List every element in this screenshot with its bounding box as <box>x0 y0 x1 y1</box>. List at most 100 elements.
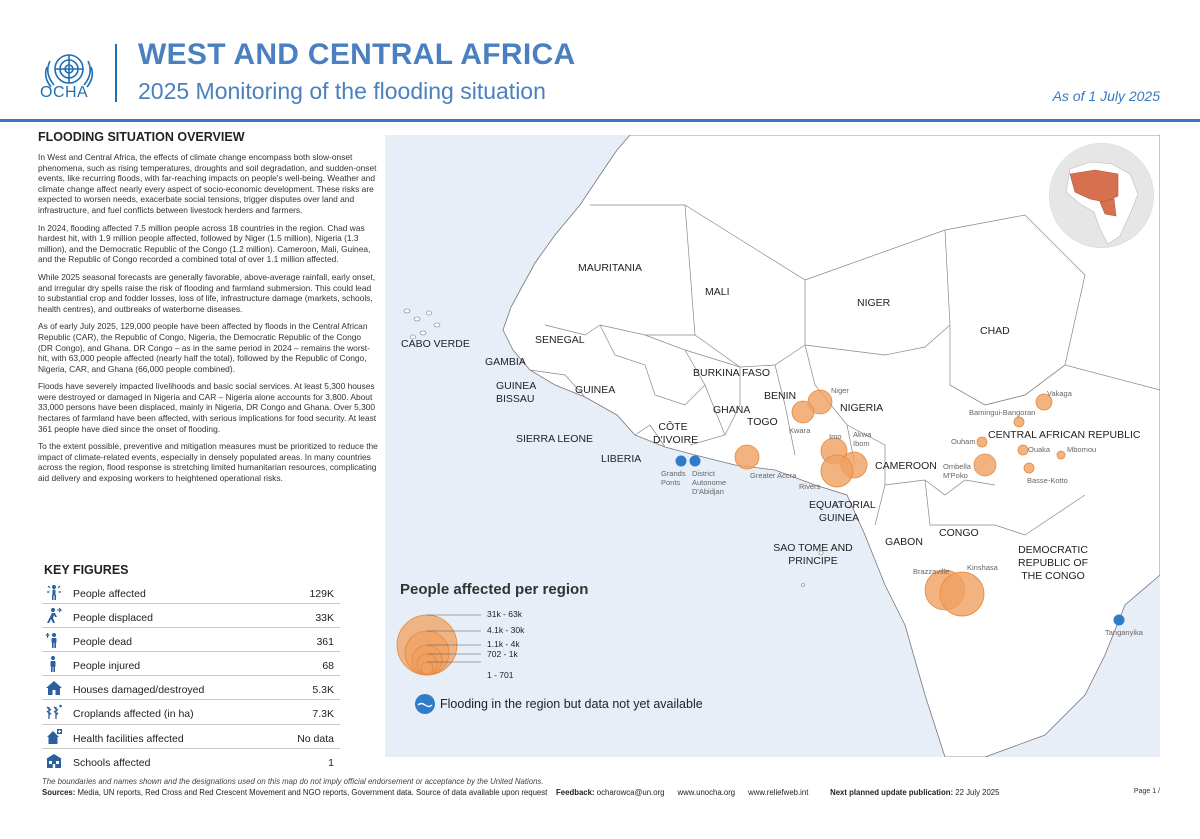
flood-bubble-ouaka <box>1017 444 1029 456</box>
key-figures-list: People affected 129K People displaced 33… <box>42 580 340 773</box>
flood-bubble-rivers <box>820 454 854 488</box>
place-label: Niger <box>831 386 849 395</box>
key-figure-row: Houses damaged/destroyed 5.3K <box>42 676 340 701</box>
key-figure-label: Houses damaged/destroyed <box>73 684 205 697</box>
country-label: BURKINA FASO <box>693 367 771 379</box>
legend-class-label: 1.1k - 4k <box>487 639 520 649</box>
key-figure-label: People affected <box>73 588 146 600</box>
key-figure-row: People dead 361 <box>42 628 340 653</box>
key-figure-row: Health facilities affected No data <box>42 725 340 749</box>
country-label: NIGERIA <box>840 402 884 414</box>
border <box>774 364 796 456</box>
legend-class-label: 31k - 63k <box>487 609 522 619</box>
country-label: CAMEROON <box>875 460 937 472</box>
border <box>846 424 886 526</box>
overview-paragraph: Floods have severely impacted livelihood… <box>38 381 377 434</box>
place-label: Basse-Kotto <box>1027 476 1068 485</box>
health-facility-icon <box>47 728 62 744</box>
overview-paragraph: As of early July 2025, 129,000 people ha… <box>38 321 370 374</box>
flood-bubble-greater-accra <box>734 444 760 470</box>
overview-section: FLOODING SITUATION OVERVIEW In West and … <box>38 128 378 491</box>
no-data-marker <box>1113 614 1125 626</box>
island <box>426 310 432 316</box>
page-title: WEST AND CENTRAL AFRICA <box>138 38 576 71</box>
unocha-link[interactable]: www.unocha.org <box>677 788 736 797</box>
border <box>949 364 1160 406</box>
feedback-label: Feedback: <box>556 788 595 797</box>
country-label: SIERRA LEONE <box>516 433 594 445</box>
overview-paragraph: In 2024, flooding affected 7.5 million p… <box>38 222 371 265</box>
country-label: NIGER <box>857 297 891 309</box>
place-label: Bamingui-Bangoran <box>969 408 1036 417</box>
key-figure-value: 7.3K <box>312 708 334 721</box>
no-data-legend-icon <box>415 694 435 714</box>
border <box>689 367 741 446</box>
overview-paragraph: To the extent possible, preventive and m… <box>38 441 378 484</box>
no-data-marker <box>689 455 701 467</box>
flood-map: MAURITANIA MALI NIGER CHAD CABO VERDE SE… <box>385 135 1160 757</box>
country-label: GHANA <box>713 404 751 416</box>
border <box>884 479 996 496</box>
country-label: GAMBIA <box>485 356 526 368</box>
key-figure-value: 68 <box>322 660 334 673</box>
place-label: Kwara <box>789 426 811 435</box>
key-figure-label: Schools affected <box>73 756 151 769</box>
flood-bubble-bamingui <box>1013 416 1025 428</box>
place-label: District Autonome D'Abidjan <box>692 469 727 496</box>
legend-title: People affected per region <box>400 581 589 598</box>
people-displaced-icon <box>47 607 63 624</box>
people-affected-icon <box>47 585 61 600</box>
flood-bubble-kinshasa <box>939 571 985 617</box>
key-figure-value: 1 <box>328 756 334 769</box>
as-of-date: As of 1 July 2025 <box>1052 88 1160 104</box>
country-label: CENTRAL AFRICAN REPUBLIC <box>988 429 1141 441</box>
country-label: MAURITANIA <box>578 262 642 274</box>
header: OCHA WEST AND CENTRAL AFRICA 2025 Monito… <box>0 0 1200 122</box>
key-figure-label: People displaced <box>73 612 153 625</box>
ocha-wordmark: OCHA <box>40 84 89 101</box>
country-label: MALI <box>705 286 730 298</box>
island <box>818 550 824 556</box>
key-figure-row: People injured 68 <box>42 652 340 677</box>
no-data-marker <box>675 455 687 467</box>
un-emblem-icon <box>44 54 94 88</box>
key-figure-value: 33K <box>315 612 334 625</box>
key-figure-row: Schools affected 1 <box>42 749 340 773</box>
country-label: CONGO <box>939 527 979 539</box>
overview-title: FLOODING SITUATION OVERVIEW <box>38 130 245 144</box>
place-label: Vakaga <box>1047 389 1072 398</box>
next-update-date: 22 July 2025 <box>955 788 1000 797</box>
island <box>801 583 805 587</box>
overview-paragraph: In West and Central Africa, the effects … <box>38 152 377 215</box>
key-figure-value: 5.3K <box>312 684 334 697</box>
country-label: CHAD <box>980 325 1010 337</box>
key-figure-value: 361 <box>316 636 334 649</box>
place-label: Mbomou <box>1067 445 1097 454</box>
island <box>413 316 421 322</box>
island <box>835 502 841 508</box>
legend-class-label: 702 - 1k <box>487 649 518 659</box>
country-label: TOGO <box>747 416 778 428</box>
border <box>684 204 806 368</box>
place-label: Ouaka <box>1028 445 1051 454</box>
legend-class-label: 1 - 701 <box>487 670 514 680</box>
sources-label: Sources: <box>42 788 76 797</box>
page-subtitle: 2025 Monitoring of the flooding situatio… <box>138 78 546 104</box>
reliefweb-link[interactable]: www.reliefweb.int <box>748 788 809 797</box>
people-injured-icon <box>50 656 56 673</box>
sources-text: Media, UN reports, Red Cross and Red Cre… <box>77 788 548 797</box>
page-number: Page 1 / <box>1133 788 1160 795</box>
island <box>410 334 416 340</box>
border <box>634 424 666 448</box>
key-figure-row: People displaced 33K <box>42 604 340 629</box>
place-label: Grands Ponts <box>661 469 686 487</box>
place-label: Greater Accra <box>750 471 797 480</box>
country-label: SAO TOME AND PRINCIPE <box>773 542 853 567</box>
key-figure-row: Croplands affected (in ha) 7.3K <box>42 700 340 725</box>
feedback-email[interactable]: ocharowca@un.org <box>596 788 665 797</box>
place-label: Brazzaville <box>913 567 950 576</box>
disclaimer: The boundaries and names shown and the d… <box>42 777 544 786</box>
key-figure-label: People injured <box>73 660 141 673</box>
place-label: Tanganyika <box>1105 628 1143 637</box>
no-data-legend-label: Flooding in the region but data not yet … <box>440 697 703 711</box>
